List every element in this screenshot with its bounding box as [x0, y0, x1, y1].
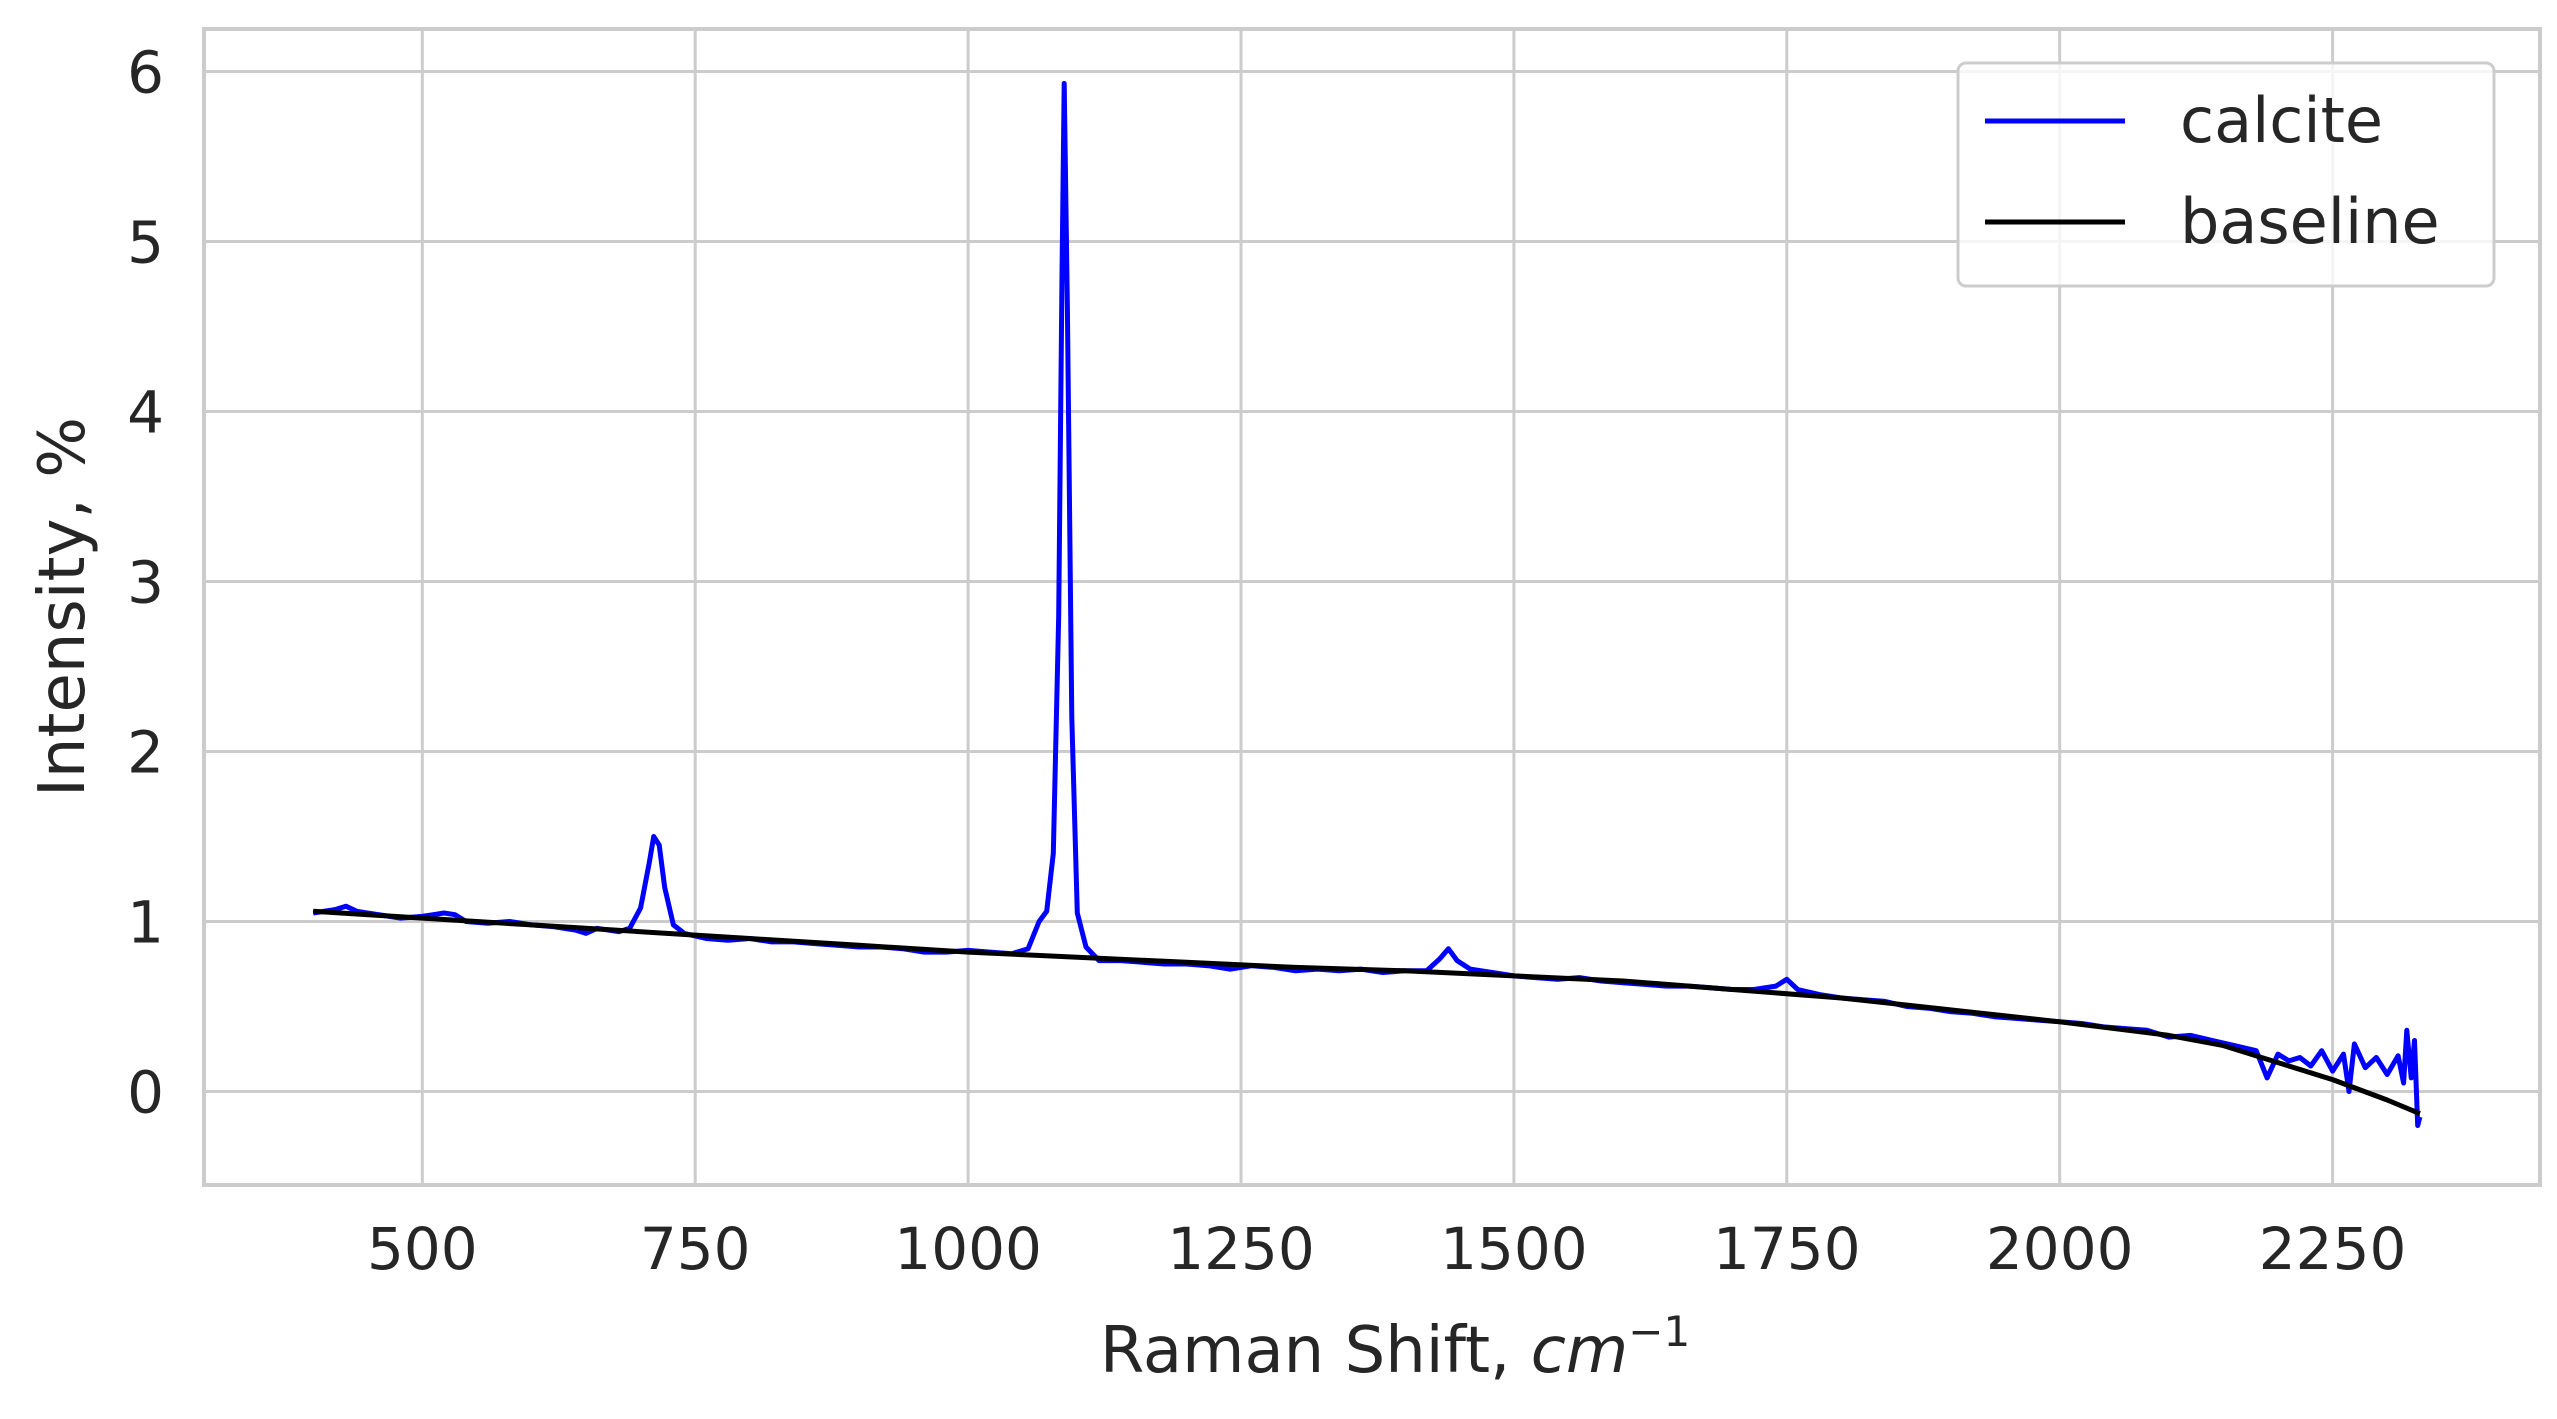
legend-label-calcite: calcite: [2180, 84, 2383, 157]
x-tick-label: 1250: [1167, 1215, 1315, 1283]
x-tick-label: 1750: [1713, 1215, 1861, 1283]
x-tick-label: 1500: [1440, 1215, 1588, 1283]
x-tick-labels: 500 750 1000 1250 1500 1750 2000 2250: [367, 1215, 2406, 1283]
x-axis-label-unit: cm: [1531, 1314, 1629, 1388]
series-line-baseline: [313, 908, 2421, 1116]
series-lines: [312, 80, 2423, 1128]
y-tick-label: 6: [127, 39, 164, 107]
y-tick-label: 3: [127, 549, 164, 617]
y-tick-label: 5: [127, 209, 164, 277]
x-tick-label: 750: [640, 1215, 751, 1283]
y-tick-label: 1: [127, 889, 164, 957]
y-tick-labels: 0 1 2 3 4 5 6: [127, 39, 164, 1127]
legend: calcite baseline: [1956, 61, 2496, 288]
x-tick-label: 500: [367, 1215, 478, 1283]
y-tick-label: 2: [127, 719, 164, 787]
x-tick-label: 1000: [894, 1215, 1042, 1283]
x-tick-label: 2250: [2259, 1215, 2407, 1283]
x-axis-label-exponent: −1: [1628, 1307, 1690, 1356]
legend-label-baseline: baseline: [2180, 185, 2440, 258]
y-tick-label: 4: [127, 379, 164, 447]
x-axis-label: Raman Shift, cm−1: [1100, 1307, 1690, 1388]
x-axis-label-text: Raman Shift,: [1100, 1314, 1531, 1388]
x-tick-label: 2000: [1986, 1215, 2134, 1283]
y-tick-label: 0: [127, 1059, 164, 1127]
y-axis-label: Intensity, %: [26, 417, 100, 797]
